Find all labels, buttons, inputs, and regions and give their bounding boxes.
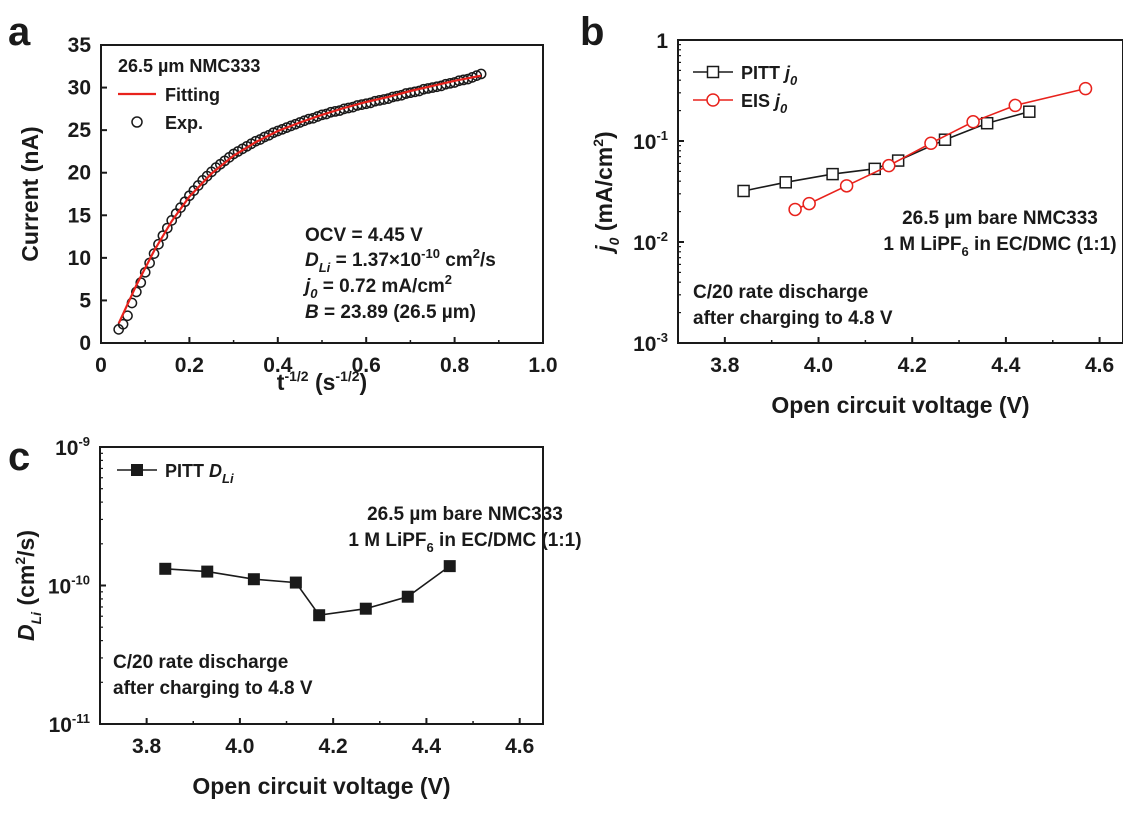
annotation-b-rate2: after charging to 4.8 V (693, 308, 893, 329)
annotation-b-sample1: 26.5 µm bare NMC333 (902, 208, 1098, 229)
series-point-c-0 (201, 565, 214, 578)
series-point-b-1 (839, 179, 854, 193)
x-tick-label-b: 4.0 (804, 354, 833, 377)
series-point-b-1 (802, 196, 816, 211)
annotation-dli: DLi = 1.37×10-10 cm2/s (305, 246, 496, 275)
legend-label-b-0: PITT j0 (741, 63, 798, 88)
series-point-c-0 (401, 590, 414, 603)
fitting-line (117, 74, 482, 324)
y-tick-label-a: 25 (68, 119, 92, 142)
x-tick-label-c: 3.8 (132, 735, 162, 758)
y-tick-label-c: 10-10 (48, 573, 90, 599)
y-tick-label-b: 10-3 (633, 330, 668, 356)
y-tick-label-a: 0 (79, 332, 91, 355)
x-tick-label-b: 4.6 (1085, 354, 1114, 377)
x-tick-label-a: 0.8 (440, 354, 470, 377)
panel-letter-b: b (580, 10, 604, 54)
series-line-c-0 (165, 565, 451, 617)
panel-a: a 0 0.2 0.4 0.6 0.8 1.0 0 5 10 15 20 25 30 35 t-1/2 (s-… (8, 10, 558, 395)
x-tick-label-c: 4.0 (225, 735, 254, 758)
legend-exp-swatch (131, 116, 143, 128)
series-point-b-0 (868, 162, 881, 176)
y-tick-label-a: 35 (68, 34, 92, 57)
exp-point (161, 222, 173, 234)
series-point-b-0 (1023, 105, 1036, 118)
y-tick-label-a: 5 (79, 289, 91, 312)
panel-c: c 3.8 4.0 4.2 4.4 4.6 10-9 10-10 10-11 Open circu… (8, 434, 582, 799)
annotation-b-rate1: C/20 rate discharge (693, 282, 868, 303)
exp-point (153, 238, 164, 250)
y-tick-label-c: 10-9 (55, 434, 90, 460)
exp-point (117, 318, 129, 330)
series-point-b-1 (1008, 98, 1023, 113)
series-point-c-0 (443, 560, 456, 573)
series-point-b-1 (1078, 81, 1093, 96)
panel-b: b 3.8 4.0 4.2 4.4 4.6 1 10-1 10-2 10-3 Open circui… (580, 10, 1123, 418)
x-tick-label-a: 1.0 (528, 354, 557, 377)
x-tick-label-a: 0.6 (352, 354, 381, 377)
legend-swatch-marker-c (131, 464, 143, 476)
x-tick-label-c: 4.6 (505, 735, 534, 758)
series-point-b-1 (882, 158, 896, 173)
legend-label-b-1: EIS j0 (741, 91, 788, 116)
annotation-c-rate2: after charging to 4.8 V (113, 678, 313, 699)
legend-exp-label: Exp. (165, 113, 203, 133)
annotation-j0: j0 = 0.72 mA/cm2 (302, 272, 452, 301)
series-point-c-0 (159, 562, 172, 575)
x-tick-label-c: 4.4 (412, 735, 442, 758)
series-point-c-0 (289, 576, 302, 589)
series-point-b-0 (980, 116, 994, 130)
y-tick-label-b: 10-1 (633, 128, 668, 154)
annotation-b: B = 23.89 (26.5 µm) (305, 302, 476, 323)
series-point-c-0 (247, 573, 260, 586)
legend-fitting-label: Fitting (165, 85, 220, 105)
y-tick-label-b: 1 (656, 30, 668, 53)
x-tick-label-c: 4.2 (319, 735, 348, 758)
series-point-b-0 (737, 184, 750, 198)
y-axis-label-c: DLi (cm2/s) (12, 530, 44, 641)
series-line-b-1 (794, 87, 1086, 211)
series-point-c-0 (313, 609, 326, 622)
x-tick-label-b: 3.8 (710, 354, 740, 377)
annotation-c-rate1: C/20 rate discharge (113, 652, 288, 673)
x-tick-label-b: 4.2 (898, 354, 927, 377)
series-point-b-0 (779, 176, 792, 189)
y-tick-label-a: 20 (68, 162, 91, 185)
y-axis-label-a: Current (nA) (17, 126, 43, 261)
x-axis-label-c: Open circuit voltage (V) (192, 773, 450, 799)
panel-letter-c: c (8, 435, 30, 479)
exp-point (475, 68, 487, 80)
annotation-ocv: OCV = 4.45 V (305, 225, 423, 246)
x-tick-label-b: 4.4 (991, 354, 1021, 377)
y-tick-label-b: 10-2 (633, 229, 668, 255)
annotation-c-sample2: 1 M LiPF6 in EC/DMC (1:1) (348, 530, 581, 555)
y-tick-label-a: 30 (68, 77, 91, 100)
x-axis-label-b: Open circuit voltage (V) (771, 392, 1029, 418)
y-tick-label-a: 10 (68, 247, 91, 270)
y-tick-label-c: 10-11 (49, 711, 90, 737)
annotation-b-sample2: 1 M LiPF6 in EC/DMC (1:1) (883, 234, 1116, 259)
annotation-c-sample1: 26.5 µm bare NMC333 (367, 504, 563, 525)
series-point-b-0 (826, 167, 839, 181)
series-point-c-0 (359, 602, 372, 615)
y-axis-label-b: j0 (mA/cm2) (590, 131, 622, 254)
x-tick-label-a: 0 (95, 354, 107, 377)
y-tick-label-a: 15 (68, 204, 92, 227)
series-point-b-1 (966, 115, 980, 129)
legend-swatch-marker-b (706, 65, 720, 79)
panel-letter-a: a (8, 10, 31, 54)
series-point-b-1 (788, 202, 802, 217)
x-tick-label-a: 0.4 (263, 354, 293, 377)
series-point-b-1 (924, 136, 938, 150)
x-tick-label-a: 0.2 (175, 354, 204, 377)
legend-label-c-0: PITT DLi (165, 461, 234, 486)
legend-swatch-marker-b (706, 93, 720, 107)
x-axis-label-a: t-1/2 (s-1/2) (277, 368, 367, 395)
legend-title-a: 26.5 µm NMC333 (118, 56, 260, 76)
exp-point (157, 230, 169, 242)
plot-frame-b (677, 39, 1123, 344)
